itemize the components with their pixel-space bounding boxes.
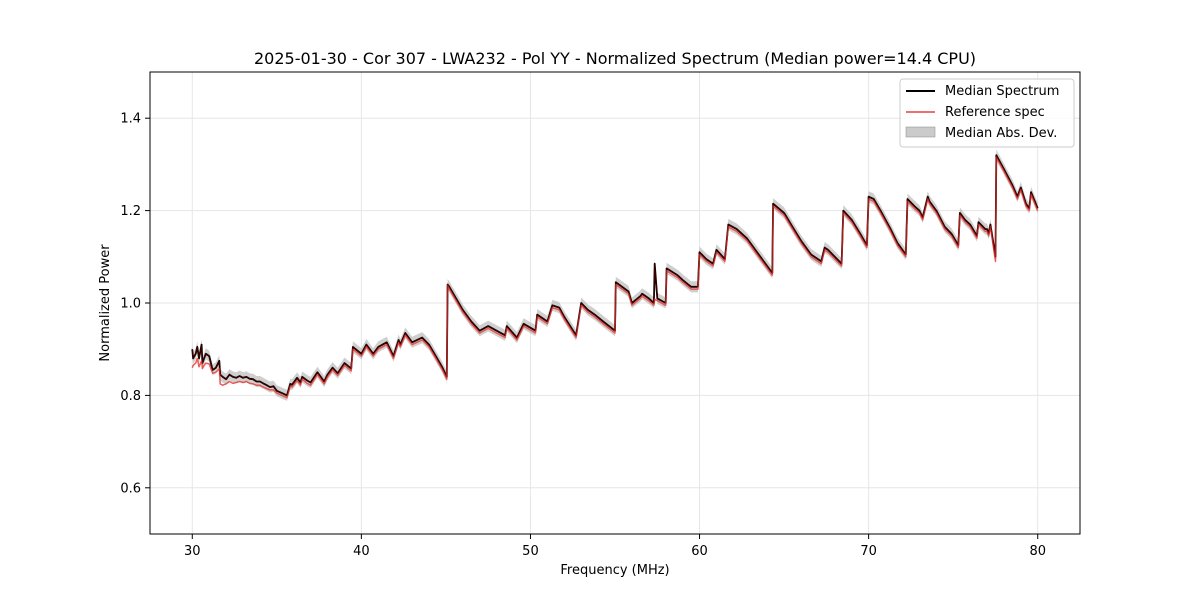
x-tick-label: 30: [184, 544, 201, 559]
legend: Median Spectrum Reference spec Median Ab…: [899, 78, 1075, 148]
legend-swatch-mad: [905, 126, 936, 138]
x-axis-label: Frequency (MHz): [560, 563, 669, 578]
x-tick-label: 60: [691, 544, 708, 559]
overlap-line: [191, 154, 1039, 396]
y-axis-label: Normalized Power: [98, 244, 113, 362]
legend-label-mad: Median Abs. Dev.: [945, 126, 1057, 141]
x-tick-label: 70: [860, 544, 877, 559]
x-tick-label: 50: [522, 544, 539, 559]
chart-title: 2025-01-30 - Cor 307 - LWA232 - Pol YY -…: [254, 49, 976, 68]
plot-area: [191, 149, 1039, 401]
reference-spec-line: [191, 156, 1039, 399]
y-tick-label: 1.2: [120, 204, 141, 219]
legend-box: [899, 78, 1075, 148]
y-tick-label: 1.4: [120, 112, 141, 127]
legend-label-reference: Reference spec: [945, 105, 1045, 120]
y-tick-label: 0.8: [120, 389, 141, 404]
y-tick-label: 1.0: [120, 297, 141, 312]
x-tick-label: 40: [353, 544, 370, 559]
axis-ticks: 30 40 50 60 70 80 0.6 0.8 1.0 1.2 1.4: [120, 112, 1046, 559]
x-tick-label: 80: [1029, 544, 1046, 559]
legend-label-median: Median Spectrum: [945, 84, 1059, 99]
y-tick-label: 0.6: [120, 481, 141, 496]
